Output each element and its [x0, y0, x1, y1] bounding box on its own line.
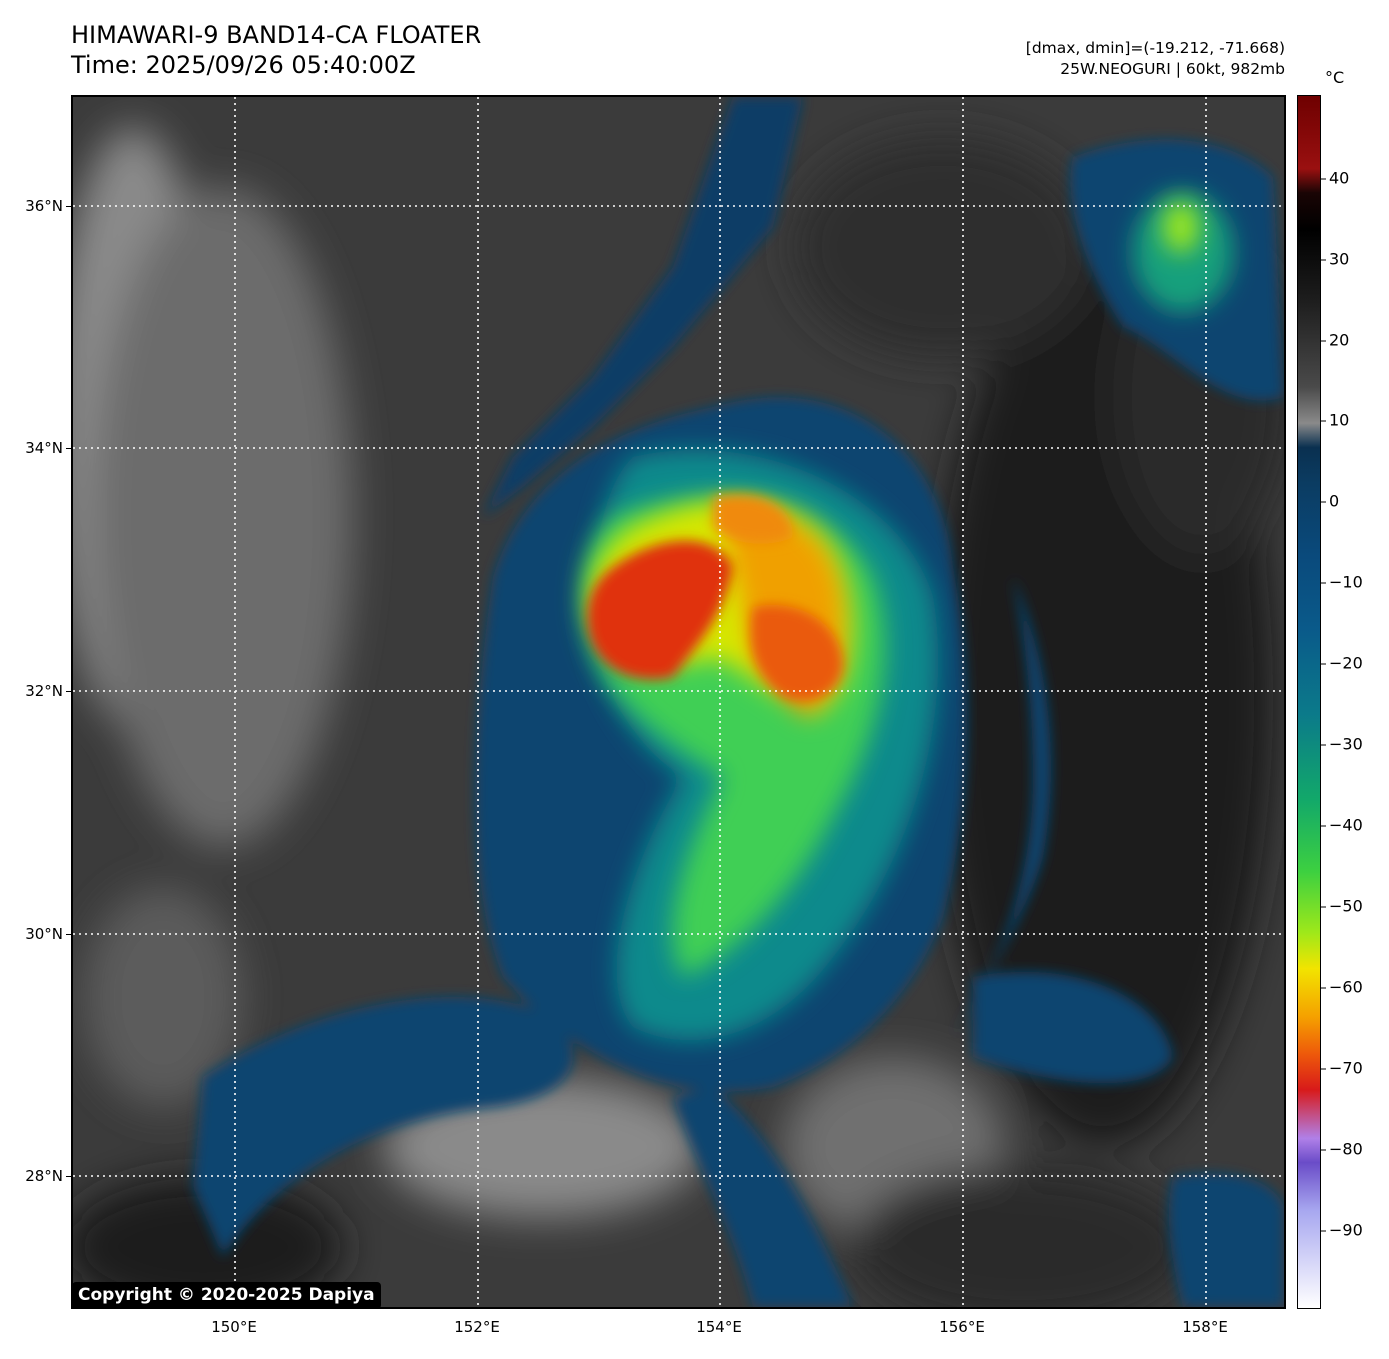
colorbar-tick: 30 — [1320, 249, 1350, 269]
colorbar-tick: −40 — [1321, 815, 1363, 835]
satellite-map[interactable] — [71, 95, 1286, 1309]
colorbar-tick: −20 — [1321, 653, 1363, 673]
colorbar-tick: −80 — [1321, 1139, 1363, 1159]
copyright-badge: Copyright © 2020-2025 Dapiya — [72, 1282, 381, 1309]
colorbar-tick: 0 — [1320, 491, 1340, 511]
temperature-colorbar — [1297, 95, 1321, 1309]
lon-label-150E: 150°E — [211, 1318, 257, 1336]
lat-label-36N: 36°N — [25, 197, 71, 215]
lon-label-156E: 156°E — [939, 1318, 985, 1336]
info-dmax-dmin: [dmax, dmin]=(-19.212, -71.668) — [1025, 39, 1285, 57]
colorbar-unit: °C — [1325, 68, 1345, 87]
lat-label-28N: 28°N — [25, 1167, 71, 1185]
title-line-product: HIMAWARI-9 BAND14-CA FLOATER — [71, 21, 482, 49]
colorbar-tick: −70 — [1321, 1058, 1363, 1078]
satellite-imagery — [73, 97, 1284, 1307]
colorbar-tick: −30 — [1321, 734, 1363, 754]
colorbar-tick: −90 — [1321, 1220, 1363, 1240]
lon-label-154E: 154°E — [696, 1318, 742, 1336]
lon-label-152E: 152°E — [454, 1318, 500, 1336]
colorbar-tick: 40 — [1320, 168, 1350, 188]
lat-label-34N: 34°N — [25, 439, 71, 457]
colorbar-tick: −10 — [1321, 572, 1363, 592]
lon-label-158E: 158°E — [1182, 1318, 1228, 1336]
storm-info: [dmax, dmin]=(-19.212, -71.668) 25W.NEOG… — [1026, 38, 1285, 80]
title-line-time: Time: 2025/09/26 05:40:00Z — [71, 51, 416, 79]
colorbar-tick: 20 — [1320, 330, 1350, 350]
graticule — [73, 97, 1284, 1307]
colorbar-tick: −50 — [1321, 896, 1363, 916]
figure-title: HIMAWARI-9 BAND14-CA FLOATER Time: 2025/… — [71, 20, 481, 80]
colorbar-tick: 10 — [1320, 410, 1350, 430]
colorbar-tick: −60 — [1321, 977, 1363, 997]
lat-label-30N: 30°N — [25, 925, 71, 943]
info-storm-intensity: 25W.NEOGURI | 60kt, 982mb — [1060, 60, 1285, 78]
lat-label-32N: 32°N — [25, 682, 71, 700]
